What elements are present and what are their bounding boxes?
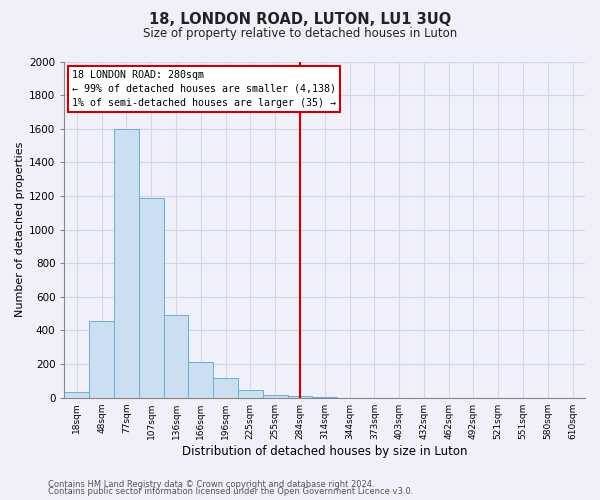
Bar: [287, 396, 313, 398]
Text: Contains public sector information licensed under the Open Government Licence v3: Contains public sector information licen…: [48, 487, 413, 496]
Bar: [213, 378, 238, 398]
X-axis label: Distribution of detached houses by size in Luton: Distribution of detached houses by size …: [182, 444, 467, 458]
Text: Size of property relative to detached houses in Luton: Size of property relative to detached ho…: [143, 28, 457, 40]
Text: 18 LONDON ROAD: 280sqm
← 99% of detached houses are smaller (4,138)
1% of semi-d: 18 LONDON ROAD: 280sqm ← 99% of detached…: [72, 70, 336, 108]
Text: Contains HM Land Registry data © Crown copyright and database right 2024.: Contains HM Land Registry data © Crown c…: [48, 480, 374, 489]
Y-axis label: Number of detached properties: Number of detached properties: [15, 142, 25, 318]
Bar: [64, 392, 89, 398]
Bar: [313, 397, 337, 398]
Bar: [139, 198, 164, 398]
Bar: [188, 362, 213, 398]
Bar: [89, 321, 114, 398]
Text: 18, LONDON ROAD, LUTON, LU1 3UQ: 18, LONDON ROAD, LUTON, LU1 3UQ: [149, 12, 451, 28]
Bar: [164, 316, 188, 398]
Bar: [263, 395, 287, 398]
Bar: [238, 390, 263, 398]
Bar: [114, 128, 139, 398]
